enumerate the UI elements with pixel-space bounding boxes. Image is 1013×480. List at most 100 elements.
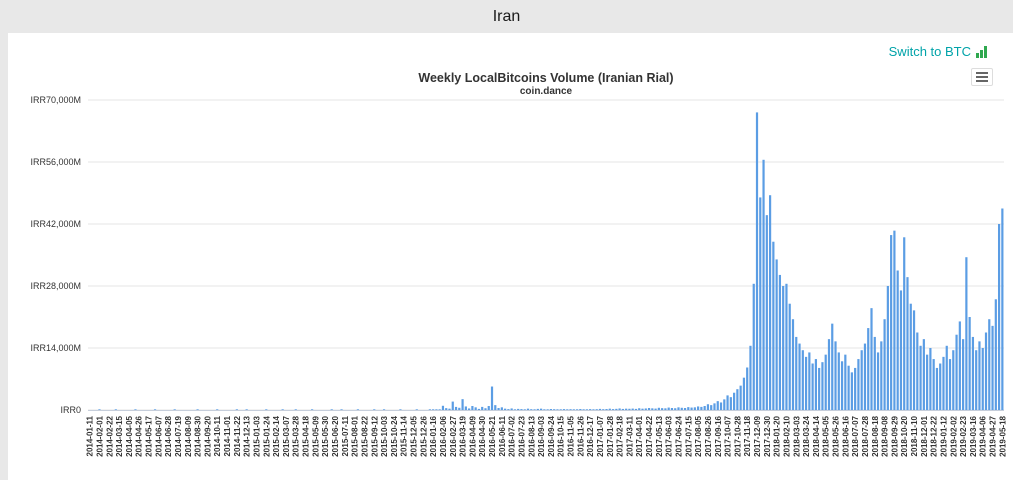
volume-bar[interactable] [880,341,883,410]
volume-bar[interactable] [579,409,582,410]
volume-bar[interactable] [517,408,520,410]
volume-bar[interactable] [814,359,817,410]
volume-bar[interactable] [922,339,925,410]
volume-bar[interactable] [114,409,117,410]
volume-bar[interactable] [965,257,968,410]
volume-bar[interactable] [975,350,978,410]
volume-bar[interactable] [988,319,991,410]
volume-bar[interactable] [507,409,510,410]
volume-bar[interactable] [733,392,736,410]
volume-bar[interactable] [870,308,873,410]
volume-bar[interactable] [598,408,602,410]
volume-bar[interactable] [566,409,569,410]
volume-bar[interactable] [997,224,1001,410]
volume-bar[interactable] [729,397,732,410]
volume-bar[interactable] [245,409,248,410]
volume-bar[interactable] [235,409,238,410]
volume-bar[interactable] [373,409,376,410]
volume-bar[interactable] [716,401,719,410]
volume-bar[interactable] [490,386,494,410]
volume-bar[interactable] [294,409,297,410]
volume-bar[interactable] [504,408,507,410]
volume-bar[interactable] [840,361,844,410]
volume-bar[interactable] [428,409,431,410]
volume-bar[interactable] [445,408,448,410]
volume-bar[interactable] [755,112,759,411]
volume-bar[interactable] [644,408,647,410]
volume-bar[interactable] [994,299,997,410]
volume-bar[interactable] [474,407,477,410]
volume-bar[interactable] [546,409,549,410]
volume-bar[interactable] [693,407,696,410]
volume-bar[interactable] [726,395,729,410]
volume-bar[interactable] [471,406,474,410]
volume-bar[interactable] [847,365,850,410]
volume-bar[interactable] [916,332,919,411]
volume-bar[interactable] [821,362,824,410]
volume-bar[interactable] [556,409,559,410]
volume-bar[interactable] [723,399,726,410]
volume-bar[interactable] [762,159,765,410]
volume-bar[interactable] [500,407,503,410]
volume-bar[interactable] [795,336,798,410]
volume-bar[interactable] [768,195,772,410]
volume-bar[interactable] [736,389,739,410]
volume-bar[interactable] [782,286,785,410]
volume-bar[interactable] [595,409,598,410]
volume-bar[interactable] [602,409,605,410]
volume-bar[interactable] [896,270,899,411]
volume-bar[interactable] [778,274,782,410]
volume-bar[interactable] [804,356,808,410]
volume-bar[interactable] [863,343,867,410]
volume-bar[interactable] [611,409,615,410]
volume-bar[interactable] [621,408,624,410]
volume-bar[interactable] [605,409,608,410]
volume-bar[interactable] [962,339,965,410]
volume-bar[interactable] [458,407,461,410]
volume-bar[interactable] [638,408,641,410]
volume-bar[interactable] [526,408,530,410]
volume-bar[interactable] [955,334,958,410]
volume-bar[interactable] [539,408,543,410]
volume-bar[interactable] [860,350,863,410]
volume-bar[interactable] [651,408,654,410]
volume-bar[interactable] [749,345,752,410]
volume-bar[interactable] [978,341,981,410]
volume-bar[interactable] [464,406,467,410]
volume-bar[interactable] [661,408,664,410]
volume-bar[interactable] [484,408,487,410]
volume-bar[interactable] [945,345,948,410]
volume-bar[interactable] [559,409,562,410]
volume-bar[interactable] [441,405,445,410]
volume-bar[interactable] [281,409,284,410]
volume-bar[interactable] [775,259,778,410]
volume-bar[interactable] [523,409,526,410]
volume-bar[interactable] [746,367,749,410]
volume-bar[interactable] [356,409,359,410]
volume-bar[interactable] [549,409,553,410]
volume-bar[interactable] [909,303,912,410]
volume-bar[interactable] [981,348,984,410]
volume-bar[interactable] [667,407,670,410]
volume-bar[interactable] [791,319,795,410]
volume-bar[interactable] [899,290,903,410]
volume-bar[interactable] [461,399,464,410]
volume-bar[interactable] [438,409,441,410]
volume-bar[interactable] [553,409,556,410]
volume-bar[interactable] [785,283,788,410]
volume-bar[interactable] [647,408,651,410]
volume-bar[interactable] [468,408,471,410]
volume-bar[interactable] [700,406,703,410]
volume-bar[interactable] [759,197,762,410]
volume-bar[interactable] [631,408,634,410]
volume-bar[interactable] [530,409,533,410]
volume-bar[interactable] [340,409,343,410]
switch-to-btc-link[interactable]: Switch to BTC [889,44,987,59]
volume-bar[interactable] [634,408,638,410]
volume-bar[interactable] [942,356,945,410]
volume-bar[interactable] [520,409,523,410]
volume-bar[interactable] [857,359,860,410]
volume-bar[interactable] [824,354,827,410]
volume-bar[interactable] [399,409,402,410]
volume-bar[interactable] [677,407,680,410]
